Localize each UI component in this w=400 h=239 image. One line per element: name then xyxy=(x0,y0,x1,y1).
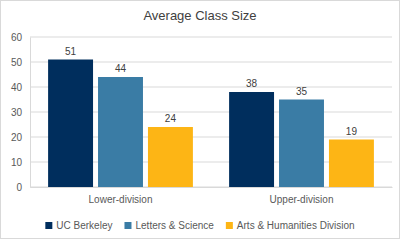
y-tick: 10 xyxy=(11,157,30,168)
x-axis-line xyxy=(31,187,393,188)
data-label: 44 xyxy=(115,63,127,74)
bar xyxy=(329,140,374,188)
y-tick-label: 30 xyxy=(11,107,23,118)
legend: UC Berkeley Letters & Science Arts & Human… xyxy=(45,220,354,231)
x-tick-label: Upper-division xyxy=(270,194,334,205)
y-tick-label: 0 xyxy=(16,182,22,193)
data-label: 38 xyxy=(246,78,258,89)
bar xyxy=(229,92,274,187)
bar xyxy=(98,77,143,187)
data-label: 24 xyxy=(165,113,177,124)
legend-swatch xyxy=(226,222,233,229)
y-tick-label: 20 xyxy=(11,132,23,143)
x-tick-label: Lower-division xyxy=(89,194,153,205)
title: Average Class Size xyxy=(143,8,256,23)
legend-item: UC Berkeley xyxy=(45,220,112,231)
data-label: 35 xyxy=(296,86,308,97)
bar xyxy=(148,127,193,187)
data-label: 51 xyxy=(65,46,77,57)
bar xyxy=(48,60,93,188)
y-axis-line xyxy=(30,38,31,188)
y-tick: 0 xyxy=(16,182,30,193)
bar xyxy=(279,100,324,188)
legend-label: Letters & Science xyxy=(135,220,214,231)
legend-item: Letters & Science xyxy=(124,220,214,231)
legend-swatch xyxy=(124,222,131,229)
bars xyxy=(48,60,374,188)
legend-label: Arts & Humanities Division xyxy=(237,220,355,231)
y-tick: 60 xyxy=(11,32,30,43)
y-axis: 0 10 20 30 40 50 60 xyxy=(11,32,31,193)
plot: 0 10 20 30 40 50 60 51 38 44 35 24 19 Lower-division U… xyxy=(11,32,393,205)
y-tick-label: 40 xyxy=(11,82,23,93)
y-tick: 20 xyxy=(11,132,30,143)
frame xyxy=(1,1,400,239)
y-tick-label: 60 xyxy=(11,32,23,43)
legend-label: UC Berkeley xyxy=(56,220,112,231)
x-axis: Lower-division Upper-division xyxy=(31,187,393,205)
x-tick: Lower-division xyxy=(89,187,153,205)
grid xyxy=(30,37,392,187)
data-labels: 51 38 44 35 24 19 xyxy=(65,46,357,137)
legend-swatch xyxy=(45,222,52,229)
y-tick-label: 50 xyxy=(11,57,23,68)
y-tick: 30 xyxy=(11,107,30,118)
y-tick-label: 10 xyxy=(11,157,23,168)
data-label: 19 xyxy=(346,126,358,137)
x-tick: Upper-division xyxy=(270,187,334,205)
legend-item: Arts & Humanities Division xyxy=(226,220,355,231)
y-tick: 40 xyxy=(11,82,30,93)
y-tick: 50 xyxy=(11,57,30,68)
grid-line xyxy=(30,37,392,38)
chart: Average Class Size 0 10 20 30 40 50 60 51 38 44 35 2… xyxy=(0,0,400,239)
